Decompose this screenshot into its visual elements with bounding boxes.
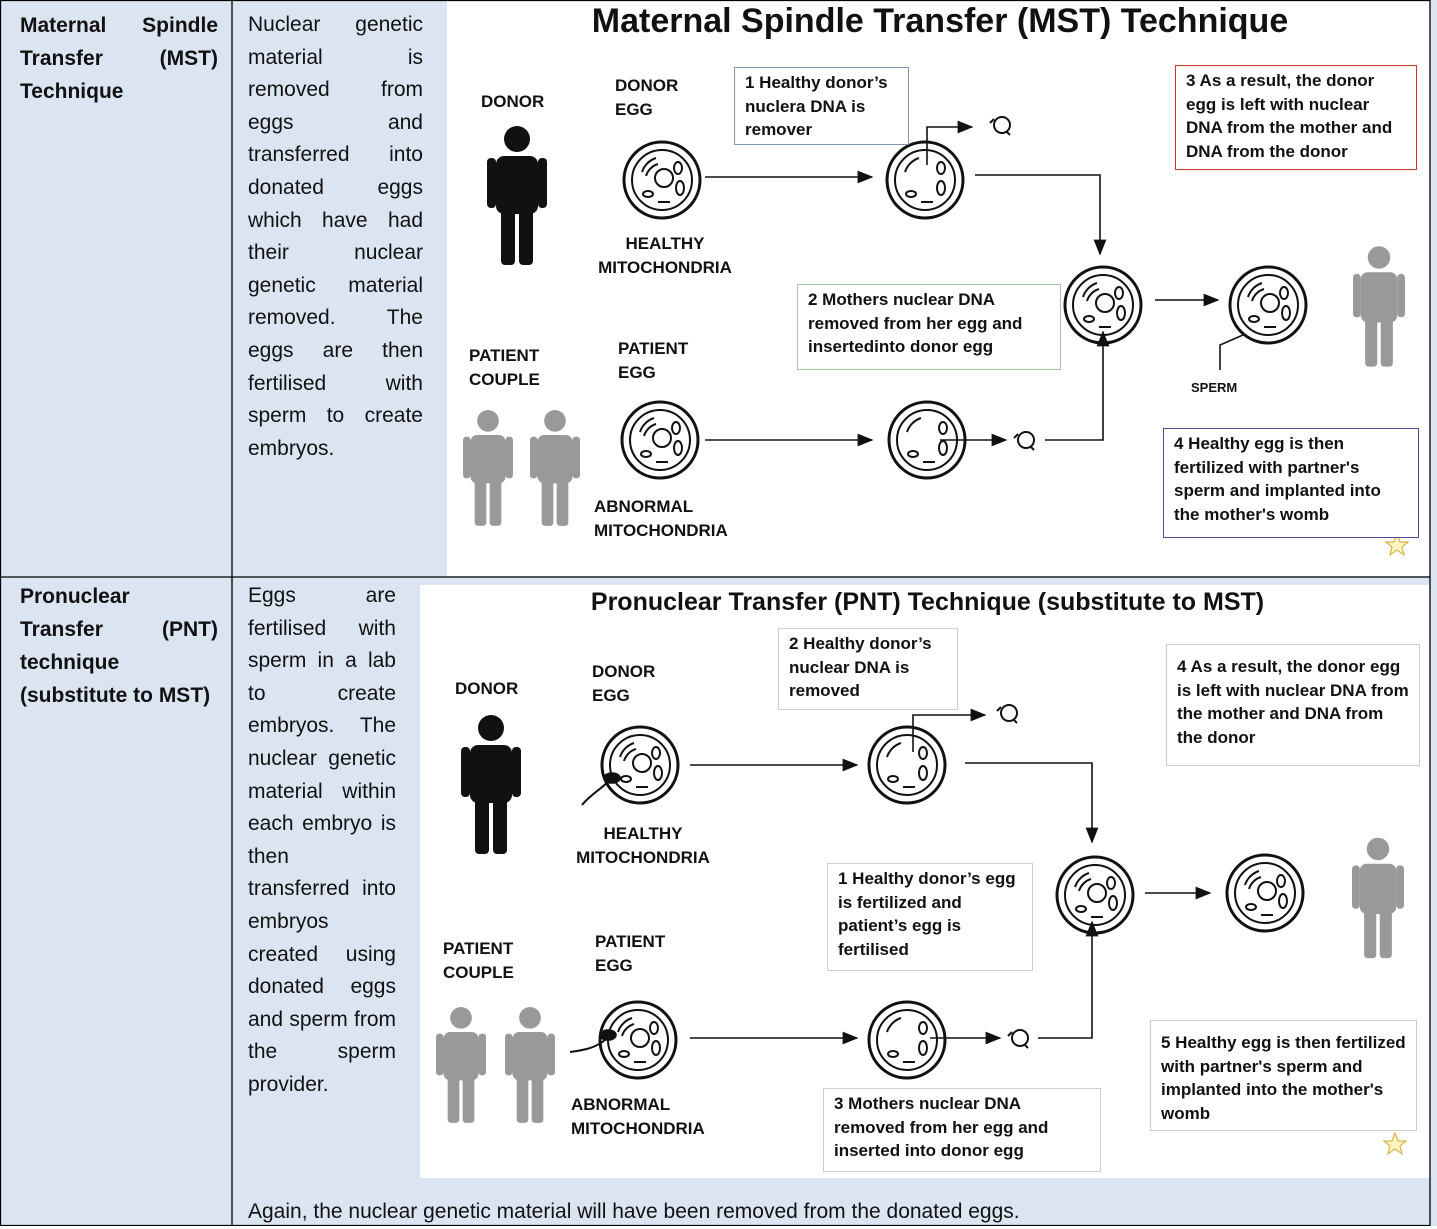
row-note: Again, the nuclear genetic material will… (248, 1200, 1020, 1223)
row-label: Pronuclear Transfer (PNT) technique (sub… (20, 585, 218, 707)
label: ABNORMAL MITOCHONDRIA (571, 1095, 705, 1138)
row-description: Nuclear genetic material is removed from… (248, 13, 423, 460)
mst-diagram (463, 116, 1409, 556)
step-box: 4 As a result, the donor egg is left wit… (1166, 644, 1420, 766)
row-label: Maternal Spindle Transfer (MST) Techniqu… (20, 14, 218, 103)
label: PATIENT EGG (618, 339, 689, 382)
label: PATIENT COUPLE (443, 939, 514, 982)
label: PATIENT EGG (595, 932, 666, 975)
step-box: 2 Healthy donor’s nuclear DNA is removed (778, 628, 958, 710)
label: HEALTHY MITOCHONDRIA (576, 824, 710, 867)
label: PATIENT COUPLE (469, 346, 540, 389)
label: HEALTHY MITOCHONDRIA (598, 234, 732, 277)
label: DONOR (455, 679, 519, 698)
pnt-diagram (436, 704, 1407, 1155)
label: DONOR (481, 92, 545, 111)
row-description: Eggs are fertilised with sperm in a lab … (248, 584, 396, 1096)
step-box: 2 Mothers nuclear DNA removed from her e… (797, 284, 1061, 370)
label: DONOR EGG (592, 662, 656, 705)
step-box: 4 Healthy egg is then fertilized with pa… (1163, 428, 1419, 538)
step-box: 3 As a result, the donor egg is left wit… (1175, 65, 1417, 170)
label: SPERM (1191, 380, 1238, 395)
label: DONOR EGG (615, 76, 679, 119)
step-box: 5 Healthy egg is then fertilized with pa… (1150, 1020, 1417, 1131)
label: ABNORMAL MITOCHONDRIA (594, 497, 728, 540)
diagram-title: Maternal Spindle Transfer (MST) Techniqu… (591, 2, 1289, 40)
diagram-title: Pronuclear Transfer (PNT) Technique (sub… (590, 588, 1265, 616)
step-box: 1 Healthy donor’s nuclera DNA is remover (734, 67, 909, 145)
step-box: 1 Healthy donor’s egg is fertilized and … (827, 863, 1033, 971)
step-box: 3 Mothers nuclear DNA removed from her e… (823, 1088, 1101, 1172)
